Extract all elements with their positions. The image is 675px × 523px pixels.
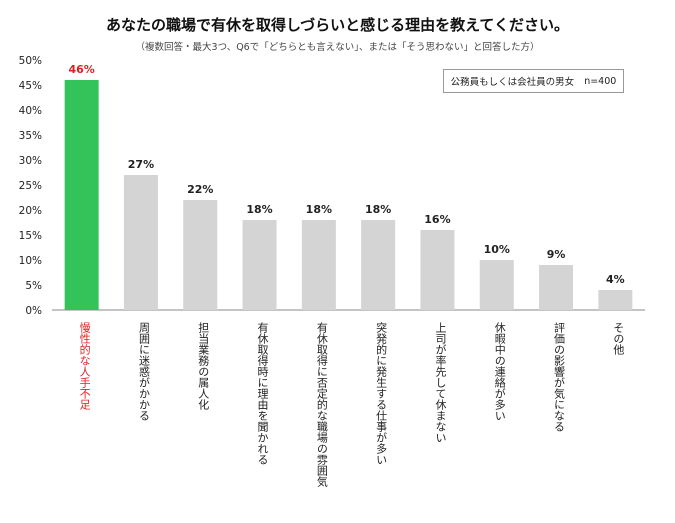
bar-value-label: 9% <box>547 248 566 261</box>
bar <box>598 290 633 310</box>
chart-title: あなたの職場で有休を取得しづらいと感じる理由を教えてください。 <box>106 16 569 34</box>
category-label: 周囲に迷惑がかかる <box>137 322 150 421</box>
y-tick-label: 0% <box>25 305 42 317</box>
bar <box>242 220 277 310</box>
bar-value-label: 4% <box>606 273 625 286</box>
bar-value-label: 10% <box>484 243 510 256</box>
category-label: 上司が率先して休まない <box>434 322 447 443</box>
bar-value-label: 16% <box>424 213 450 226</box>
bar-value-label: 18% <box>365 203 391 216</box>
bar <box>420 230 455 310</box>
category-label: 休暇中の連絡が多い <box>493 322 506 421</box>
y-tick-label: 25% <box>19 180 42 192</box>
y-tick-label: 50% <box>19 55 42 67</box>
y-tick-label: 20% <box>19 205 42 217</box>
bar <box>64 80 99 310</box>
y-tick-label: 15% <box>19 230 42 242</box>
bar-value-label: 46% <box>68 63 94 76</box>
legend-group-label: 公務員もしくは会社員の男女 <box>450 77 575 88</box>
category-label: 突発的に発生する仕事が多い <box>375 321 388 465</box>
y-tick-label: 35% <box>19 130 42 142</box>
y-tick-label: 10% <box>19 255 42 267</box>
legend-box: 公務員もしくは会社員の男女 n=400 <box>443 69 624 93</box>
category-label: 評価の影響が気になる <box>553 321 566 432</box>
category-label: その他 <box>612 322 625 355</box>
category-label: 有休取得に否定的な職場の雰囲気 <box>315 321 328 488</box>
bar <box>123 175 158 310</box>
y-tick-label: 45% <box>19 80 42 92</box>
bar-value-label: 18% <box>306 203 332 216</box>
bar <box>479 260 514 310</box>
bar-value-label: 22% <box>187 183 213 196</box>
bar-value-label: 27% <box>128 158 154 171</box>
y-tick-label: 40% <box>19 105 42 117</box>
category-label: 担当業務の属人化 <box>197 321 210 411</box>
bar <box>183 200 218 310</box>
bar <box>361 220 396 310</box>
chart-subtitle: （複数回答・最大3つ、Q6で「どちらとも言えない」、または「そう思わない」と回答… <box>135 42 540 53</box>
y-tick-label: 5% <box>25 280 42 292</box>
y-tick-label: 30% <box>19 155 42 167</box>
category-label: 有休取得時に理由を聞かれる <box>256 321 269 465</box>
bar <box>301 220 336 310</box>
category-label: 慢性的な人手不足 <box>78 322 91 410</box>
bar <box>539 265 574 310</box>
bar-value-label: 18% <box>246 203 272 216</box>
legend-sample-size: n=400 <box>584 75 617 87</box>
